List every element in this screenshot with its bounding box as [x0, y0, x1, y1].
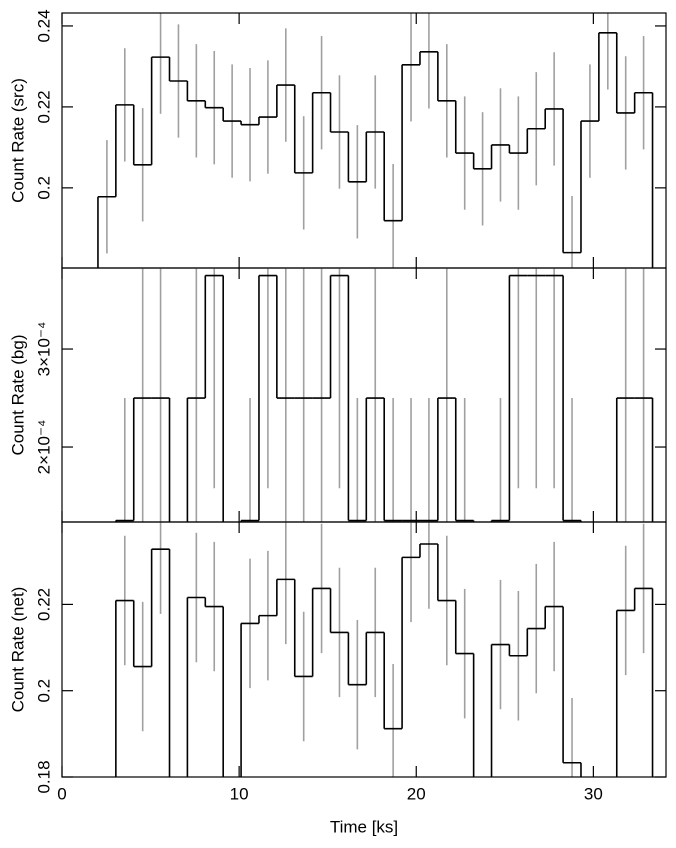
- y-tick-label: 0.22: [34, 588, 53, 621]
- y-tick-label: 2×10⁻⁴: [34, 420, 53, 475]
- x-tick-label: 10: [230, 784, 249, 803]
- y-axis-label: Count Rate (src): [8, 78, 27, 203]
- y-tick-label: 3×10⁻⁴: [34, 322, 53, 377]
- panel: [115, 268, 654, 522]
- panel: [97, 13, 654, 268]
- x-axis-label: Time [ks]: [330, 817, 398, 836]
- x-tick-label: 30: [584, 784, 603, 803]
- y-tick-label: 0.2: [34, 176, 53, 200]
- plot-frame: [61, 12, 667, 269]
- panel: [115, 522, 654, 777]
- y-tick-label: 0.22: [34, 90, 53, 123]
- y-tick-label: 0.24: [34, 9, 53, 42]
- x-tick-label: 0: [57, 784, 66, 803]
- y-tick-label: 0.2: [34, 679, 53, 703]
- y-axis-label: Count Rate (net): [8, 587, 27, 713]
- plot-frame: [61, 267, 667, 523]
- x-tick-label: 20: [407, 784, 426, 803]
- plot-frame: [61, 521, 667, 778]
- y-axis-label: Count Rate (bg): [8, 335, 27, 456]
- y-tick-label: 0.18: [34, 760, 53, 793]
